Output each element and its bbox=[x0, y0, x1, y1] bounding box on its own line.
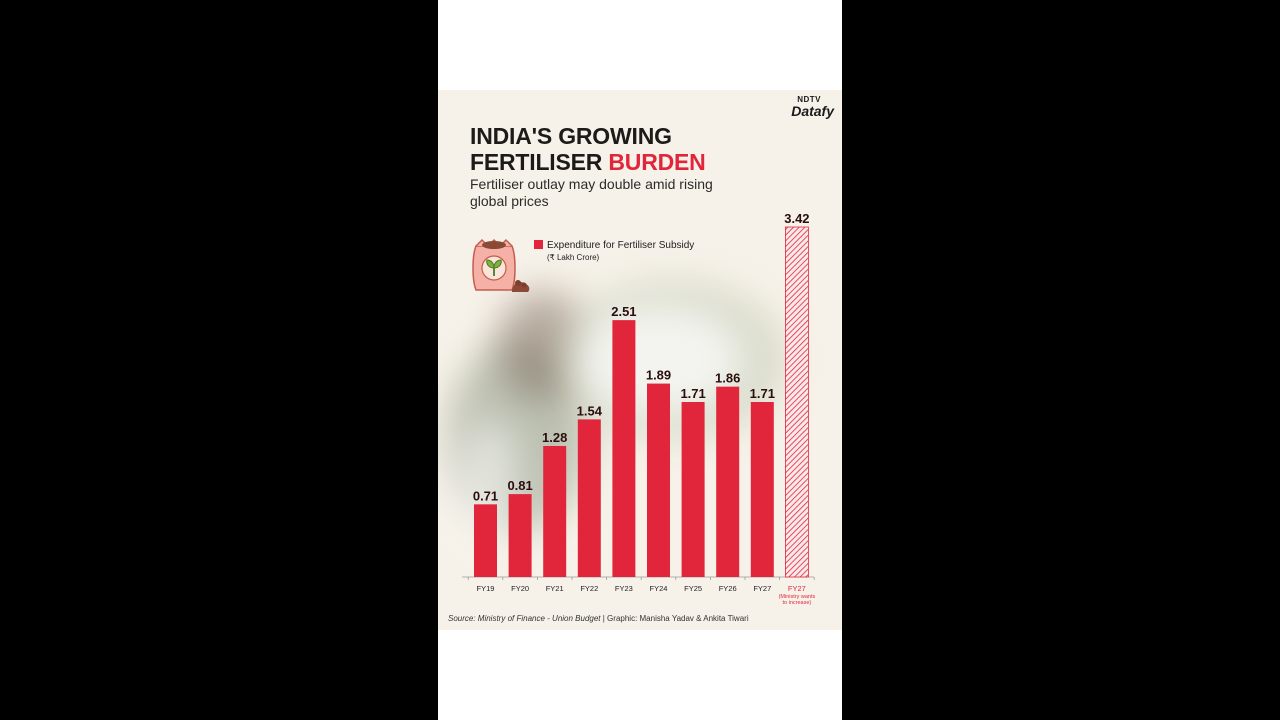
credit-text: | Graphic: Manisha Yadav & Ankita Tiwari bbox=[602, 614, 749, 623]
bar-fy22 bbox=[577, 419, 601, 577]
bar-fy27-proposed bbox=[784, 226, 809, 578]
bar-fy26 bbox=[716, 386, 740, 577]
ndtv-datafy-logo: NDTV Datafy bbox=[791, 95, 834, 119]
title-line-2-plain: FERTILISER bbox=[470, 149, 609, 175]
x-tick-label: FY20 bbox=[511, 584, 529, 593]
chart-title: INDIA'S GROWING FERTILISER BURDEN bbox=[470, 123, 706, 175]
source-text: Source: Ministry of Finance - Union Budg… bbox=[448, 614, 601, 623]
logo-datafy: Datafy bbox=[791, 103, 834, 119]
value-label: 0.81 bbox=[507, 478, 532, 493]
chart-legend: Expenditure for Fertiliser Subsidy (₹ La… bbox=[534, 240, 694, 262]
value-label: 1.71 bbox=[750, 386, 775, 401]
fertiliser-sack-icon bbox=[472, 238, 530, 292]
value-label: 1.71 bbox=[680, 386, 705, 401]
x-tick-label: FY27 bbox=[753, 584, 771, 593]
infographic-card: NDTV Datafy INDIA'S GROWING FERTILISER B… bbox=[438, 90, 842, 630]
x-tick-label: FY23 bbox=[615, 584, 633, 593]
value-label: 1.54 bbox=[577, 403, 603, 418]
bar-fy24 bbox=[647, 383, 670, 577]
bar-fy25 bbox=[681, 402, 705, 577]
background-photo-person bbox=[498, 290, 588, 400]
title-accent: BURDEN bbox=[608, 149, 706, 175]
title-line-2: FERTILISER BURDEN bbox=[470, 149, 706, 175]
x-tick-label: FY26 bbox=[719, 584, 737, 593]
x-tick-label: FY27 bbox=[788, 584, 806, 593]
x-tick-label: FY25 bbox=[684, 584, 702, 593]
legend-swatch bbox=[534, 240, 543, 249]
bar-fy27 bbox=[750, 402, 774, 577]
logo-ndtv: NDTV bbox=[797, 95, 821, 104]
chart-subtitle: Fertiliser outlay may double amid rising… bbox=[470, 176, 713, 209]
x-tick-label: FY24 bbox=[650, 584, 668, 593]
bars-group: 0.71 FY19 0.81 FY20 1.28 FY21 1.54 FY22 2.51 FY23… bbox=[467, 211, 816, 606]
bar-fy21 bbox=[543, 446, 567, 577]
legend-unit: (₹ Lakh Crore) bbox=[547, 253, 600, 262]
value-label: 1.89 bbox=[646, 368, 671, 383]
x-tick-note: (Ministry wants bbox=[779, 594, 816, 600]
bar-fy20 bbox=[508, 494, 532, 577]
bar-fy19 bbox=[474, 504, 497, 577]
value-label: 3.42 bbox=[784, 211, 809, 226]
bar-fy23 bbox=[612, 320, 636, 577]
x-tick-note: to increase) bbox=[783, 600, 812, 606]
x-tick-label: FY21 bbox=[546, 584, 564, 593]
chart-footer: Source: Ministry of Finance - Union Budg… bbox=[448, 614, 749, 623]
title-line-1: INDIA'S GROWING bbox=[470, 123, 672, 149]
value-label: 1.28 bbox=[542, 430, 567, 445]
bar-chart: 0.71 FY19 0.81 FY20 1.28 FY21 1.54 FY22 2.51 FY23… bbox=[462, 211, 816, 606]
legend-label: Expenditure for Fertiliser Subsidy bbox=[547, 240, 695, 251]
value-label: 0.71 bbox=[473, 488, 498, 503]
x-tick-label: FY19 bbox=[477, 584, 495, 593]
value-label: 1.86 bbox=[715, 371, 740, 386]
value-label: 2.51 bbox=[611, 304, 636, 319]
legend-entry: Expenditure for Fertiliser Subsidy bbox=[534, 240, 694, 251]
x-tick-label: FY22 bbox=[580, 584, 598, 593]
